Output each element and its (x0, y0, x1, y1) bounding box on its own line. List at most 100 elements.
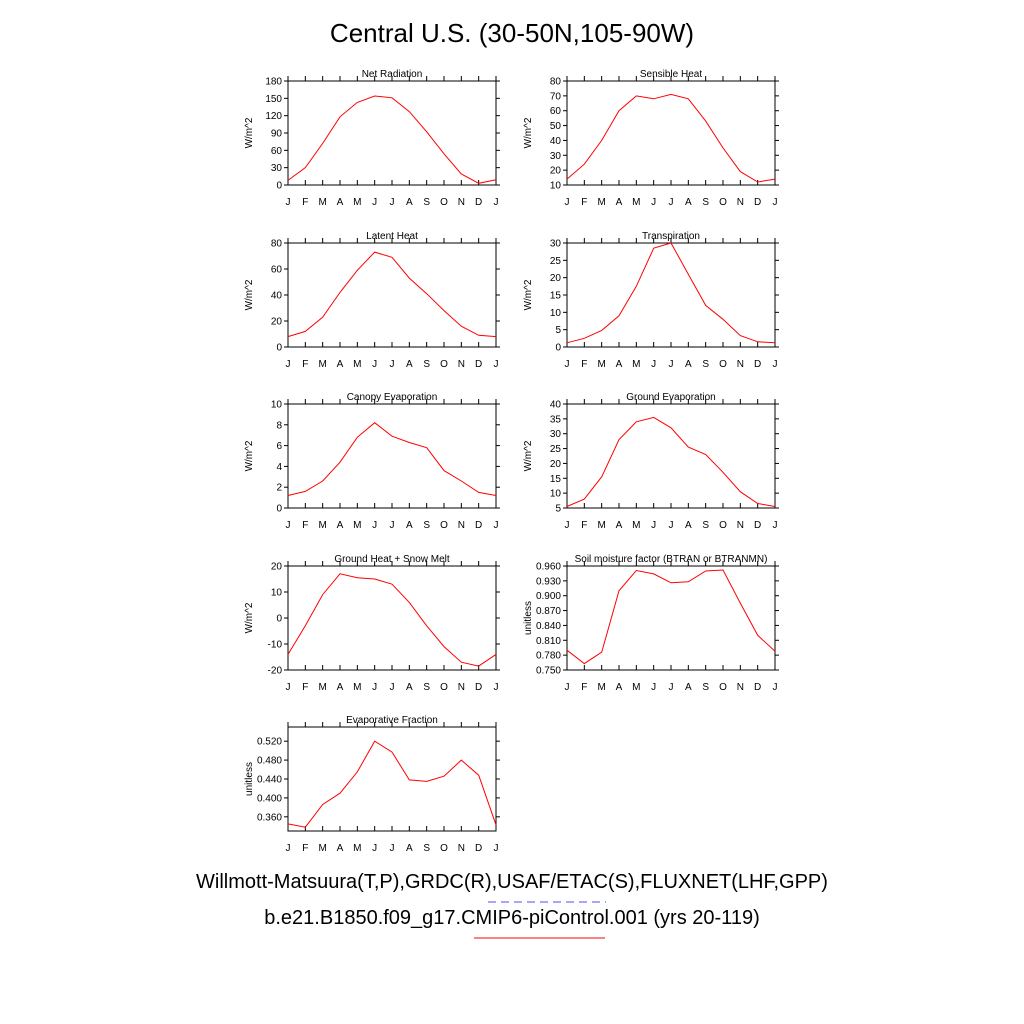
x-tick-label: O (719, 197, 727, 208)
x-tick-label: J (773, 197, 778, 208)
chart-panel-8: Soil moisture factor (BTRAN or BTRANMN) 0… (523, 554, 779, 693)
x-tick-label: J (651, 520, 656, 531)
x-tick-label: M (353, 520, 361, 531)
x-tick-label: S (702, 520, 709, 531)
x-tick-label: A (337, 682, 344, 693)
y-tick-label: 0 (276, 181, 282, 192)
x-tick-label: S (423, 843, 430, 854)
x-tick-label: S (423, 520, 430, 531)
y-tick-label: 0 (555, 343, 561, 354)
x-tick-label: J (773, 359, 778, 370)
x-tick-label: J (372, 682, 377, 693)
y-tick-label: 0.480 (257, 756, 282, 767)
x-tick-label: M (632, 197, 640, 208)
y-axis-label: W/m^2 (244, 602, 255, 633)
y-tick-label: 8 (276, 420, 282, 431)
footer-case: b.e21.B1850.f09_g17.CMIP6-piControl.001 … (264, 907, 760, 929)
x-tick-label: J (372, 197, 377, 208)
x-tick-label: J (390, 197, 395, 208)
x-tick-label: O (440, 520, 448, 531)
x-tick-label: S (423, 197, 430, 208)
y-axis-label: W/m^2 (523, 279, 534, 310)
y-tick-label: 20 (271, 317, 283, 328)
y-tick-label: 0 (276, 614, 282, 625)
x-tick-label: J (651, 197, 656, 208)
x-tick-label: J (390, 359, 395, 370)
plot-frame (287, 242, 497, 348)
x-tick-label: J (494, 682, 499, 693)
x-tick-label: J (669, 682, 674, 693)
x-tick-label: S (423, 359, 430, 370)
x-tick-label: M (597, 197, 605, 208)
plot-frame (566, 403, 776, 509)
x-tick-label: D (475, 359, 482, 370)
x-tick-label: A (616, 520, 623, 531)
plot-frame (287, 80, 497, 186)
y-tick-label: 0 (276, 343, 282, 354)
y-tick-label: 25 (550, 256, 562, 267)
x-tick-label: J (372, 359, 377, 370)
y-tick-label: 10 (550, 308, 562, 319)
x-tick-label: N (458, 197, 465, 208)
y-tick-label: 30 (550, 239, 562, 250)
x-tick-label: M (632, 359, 640, 370)
x-tick-label: N (458, 520, 465, 531)
x-tick-label: D (754, 682, 761, 693)
x-tick-label: J (390, 520, 395, 531)
plot-frame (566, 80, 776, 186)
plot-frame (287, 726, 497, 832)
series-line (566, 93, 776, 183)
x-tick-label: N (458, 843, 465, 854)
panel-title: Soil moisture factor (BTRAN or BTRANMN) (575, 554, 768, 565)
x-tick-label: M (318, 682, 326, 693)
y-axis-label: W/m^2 (244, 279, 255, 310)
y-tick-label: 10 (550, 489, 562, 500)
x-tick-label: J (773, 682, 778, 693)
x-tick-label: A (685, 197, 692, 208)
x-tick-label: N (737, 520, 744, 531)
y-tick-label: 4 (276, 462, 282, 473)
x-tick-label: M (318, 843, 326, 854)
y-tick-label: 30 (271, 163, 283, 174)
x-tick-label: A (685, 520, 692, 531)
x-tick-label: S (702, 359, 709, 370)
y-tick-label: 40 (550, 400, 562, 411)
y-tick-label: 120 (265, 111, 282, 122)
x-tick-label: O (719, 520, 727, 531)
y-tick-label: -20 (268, 666, 283, 677)
x-tick-label: F (581, 520, 587, 531)
panel-title: Net Radiation (362, 69, 423, 80)
x-tick-label: J (565, 682, 570, 693)
x-tick-label: J (390, 843, 395, 854)
x-tick-label: J (286, 843, 291, 854)
x-tick-label: O (440, 359, 448, 370)
plot-frame (566, 242, 776, 348)
x-tick-label: M (597, 682, 605, 693)
panel-title: Evaporative Fraction (346, 715, 438, 726)
x-tick-label: J (286, 197, 291, 208)
x-tick-label: J (372, 843, 377, 854)
y-axis-label: W/m^2 (244, 440, 255, 471)
y-tick-label: 0 (276, 504, 282, 515)
x-tick-label: A (337, 359, 344, 370)
y-tick-label: 20 (550, 273, 562, 284)
x-tick-label: J (565, 197, 570, 208)
y-tick-label: 70 (550, 91, 562, 102)
series-line (566, 416, 776, 507)
y-tick-label: 40 (271, 291, 283, 302)
x-tick-label: J (494, 520, 499, 531)
y-tick-label: 40 (550, 136, 562, 147)
y-tick-label: 2 (276, 483, 282, 494)
x-tick-label: A (406, 520, 413, 531)
y-axis-label: W/m^2 (523, 117, 534, 148)
y-tick-label: 60 (550, 106, 562, 117)
plot-frame (287, 565, 497, 671)
y-tick-label: -10 (268, 640, 283, 651)
panel-title: Latent Heat (366, 231, 418, 242)
x-tick-label: J (494, 843, 499, 854)
y-tick-label: 6 (276, 441, 282, 452)
y-tick-label: 30 (550, 429, 562, 440)
